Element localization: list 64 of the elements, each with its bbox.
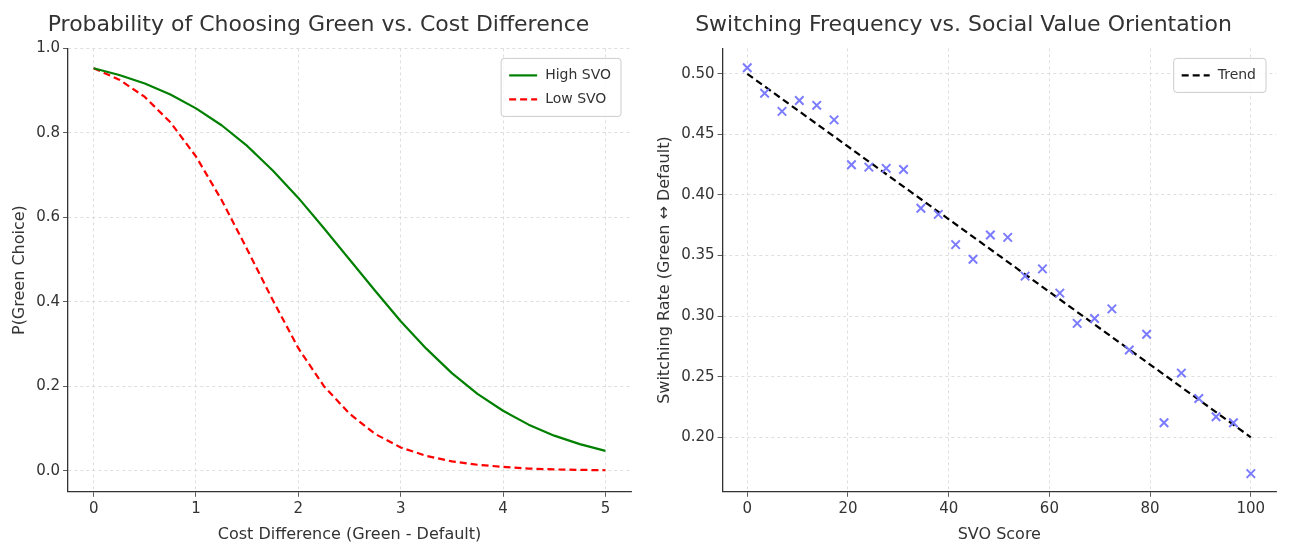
point bbox=[880, 163, 892, 174]
y-tick-label: 0.50 bbox=[681, 63, 715, 82]
x-tick-label: 4 bbox=[498, 498, 508, 517]
point bbox=[759, 87, 770, 99]
chart-title: Probability of Choosing Green vs. Cost Difference bbox=[47, 10, 590, 36]
x-tick-label: 1 bbox=[191, 498, 201, 517]
point bbox=[863, 161, 875, 173]
point bbox=[1071, 318, 1083, 329]
point bbox=[742, 62, 753, 74]
x-tick-label: 20 bbox=[838, 498, 858, 517]
point bbox=[811, 100, 822, 111]
point bbox=[1106, 303, 1118, 315]
point bbox=[1002, 232, 1013, 243]
point bbox=[828, 114, 840, 126]
x-tick-label: 100 bbox=[1236, 498, 1266, 517]
point bbox=[898, 164, 909, 175]
point bbox=[1228, 417, 1239, 428]
point bbox=[933, 209, 944, 220]
point bbox=[794, 95, 805, 106]
y-tick-label: 0.40 bbox=[681, 184, 715, 203]
point bbox=[985, 229, 996, 241]
y-tick-label: 0.6 bbox=[36, 207, 61, 226]
y-tick-label: 0.8 bbox=[36, 122, 61, 141]
x-tick-label: 0 bbox=[742, 498, 753, 517]
y-tick-label: 0.35 bbox=[681, 245, 715, 264]
x-tick-label: 2 bbox=[293, 498, 304, 517]
x-tick-label: 60 bbox=[1039, 498, 1059, 517]
point bbox=[1019, 270, 1031, 282]
point bbox=[1141, 329, 1152, 340]
y-tick-label: 0.30 bbox=[681, 306, 715, 325]
y-tick-label: 0.0 bbox=[36, 460, 61, 479]
point bbox=[1037, 263, 1048, 275]
point bbox=[967, 253, 979, 265]
y-tick-label: 0.20 bbox=[681, 427, 715, 446]
legend-label: High SVO bbox=[545, 66, 612, 83]
y-tick-label: 0.45 bbox=[681, 124, 715, 143]
point bbox=[1124, 344, 1135, 356]
x-axis-title: Cost Difference (Green - Default) bbox=[217, 523, 482, 543]
point bbox=[1245, 468, 1257, 479]
chart-title: Switching Frequency vs. Social Value Orientation bbox=[695, 10, 1232, 36]
point bbox=[1054, 287, 1066, 299]
y-axis-title: Switching Rate (Green ↔ Default) bbox=[653, 136, 673, 404]
point bbox=[1089, 313, 1100, 324]
x-tick-label: 0 bbox=[88, 498, 99, 517]
legend-label: Trend bbox=[1216, 66, 1257, 83]
y-tick-label: 0.2 bbox=[36, 376, 61, 395]
point bbox=[1176, 367, 1187, 379]
point bbox=[950, 239, 961, 250]
x-tick-label: 3 bbox=[395, 498, 406, 517]
y-axis-title: P(Green Choice) bbox=[8, 205, 28, 336]
y-tick-label: 0.4 bbox=[36, 291, 61, 310]
point bbox=[1193, 393, 1204, 404]
legend-label: Low SVO bbox=[545, 90, 607, 107]
point bbox=[776, 106, 788, 117]
point bbox=[915, 203, 927, 214]
x-tick-label: 40 bbox=[939, 498, 959, 517]
y-tick-label: 1.0 bbox=[36, 38, 61, 57]
point bbox=[846, 159, 857, 170]
point bbox=[1210, 411, 1222, 422]
x-tick-label: 80 bbox=[1140, 498, 1160, 517]
point bbox=[1158, 417, 1170, 428]
x-axis-title: SVO Score bbox=[957, 523, 1041, 543]
x-tick-label: 5 bbox=[600, 498, 611, 517]
y-tick-label: 0.25 bbox=[681, 366, 715, 385]
